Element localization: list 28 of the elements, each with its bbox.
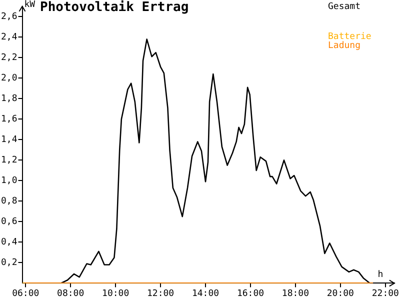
text: Ladung	[328, 40, 361, 51]
y-tick-label: 1,6	[0, 114, 18, 125]
x-tick-label: 10:00	[102, 288, 130, 299]
y-tick-label: 0,8	[0, 196, 18, 207]
x-tick-label: 12:00	[147, 288, 174, 299]
y-tick-label: 2,2	[0, 53, 18, 64]
y-tick-label: 1,8	[0, 94, 18, 104]
y-tick-label: 1,0	[0, 176, 18, 186]
y-tick-label: 2,6	[0, 12, 18, 22]
x-tick-label: 20:00	[326, 288, 354, 299]
x-tick-label: 22:00	[372, 288, 399, 299]
x-tick-label: 18:00	[282, 288, 310, 299]
x-tick-label: 08:00	[57, 288, 84, 299]
text: Batterie	[328, 32, 372, 42]
y-tick-label: 1,2	[0, 156, 18, 166]
x-tick-label: 14:00	[192, 288, 220, 299]
y-axis-title: kW	[24, 0, 36, 10]
y-tick-label: 0,6	[0, 217, 18, 228]
x-tick-label: 06:00	[12, 288, 40, 299]
y-tick-label: 1,4	[0, 135, 18, 146]
chart-title: Photovoltaik Ertrag	[40, 0, 189, 15]
y-tick-label: 2,4	[0, 32, 18, 42]
y-tick-label: 2,0	[0, 74, 18, 84]
y-tick-label: 0,4	[0, 238, 18, 248]
y-tick-label: 0,2	[0, 258, 18, 268]
x-axis-title: h	[378, 270, 384, 280]
text: Gesamt	[328, 2, 361, 12]
x-tick-label: 16:00	[236, 288, 264, 299]
